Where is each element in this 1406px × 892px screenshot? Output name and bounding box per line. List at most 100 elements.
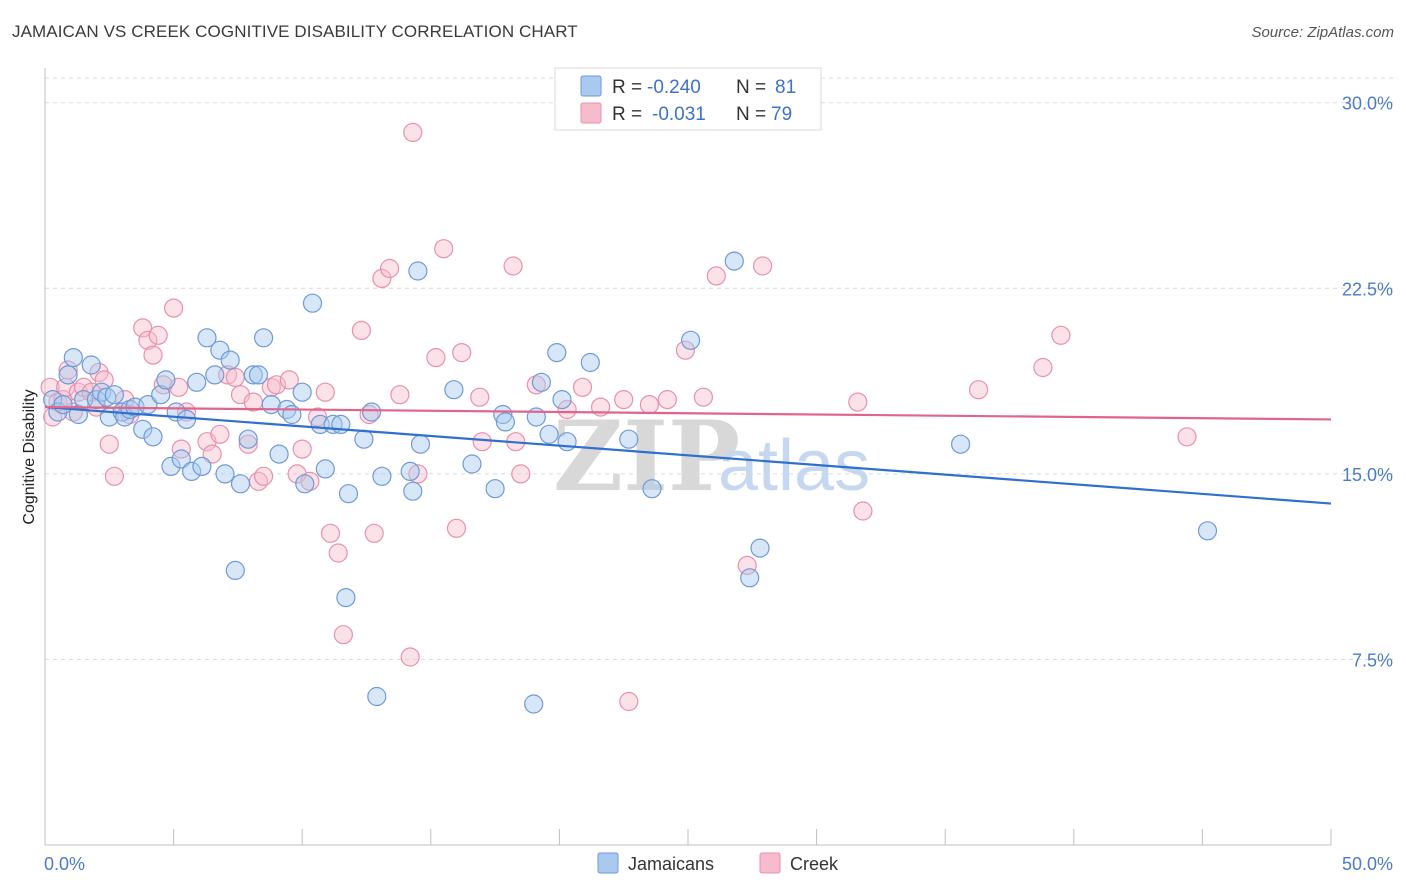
creek-point-40 [292, 439, 312, 459]
y-axis-label: Cognitive Disability [21, 389, 38, 524]
creek-point-27 [202, 444, 222, 464]
jamaicans-point-20 [151, 385, 171, 405]
jamaicans-point-69 [547, 343, 567, 363]
jamaicans-point-54 [362, 402, 382, 422]
jamaicans-point-41 [269, 444, 289, 464]
jamaicans-point-56 [372, 466, 392, 486]
creek-point-65 [572, 377, 593, 397]
creek-point-53 [403, 122, 423, 142]
jamaicans-point-60 [408, 261, 428, 281]
jamaicans-point-12 [104, 385, 125, 405]
creek-point-24 [171, 439, 191, 459]
creek-point-35 [254, 466, 274, 486]
x-tick-label-1: 50.0% [1342, 854, 1393, 874]
trend-lines [44, 405, 1332, 505]
jamaicans-point-48 [315, 459, 335, 479]
jamaicans-point-39 [254, 328, 274, 348]
legend-n-label-2: N = [736, 104, 766, 125]
legend-r-value-1: -0.240 [647, 77, 701, 98]
jamaicans-point-62 [462, 454, 482, 474]
legend-swatch-jamaicans [580, 75, 602, 97]
jamaicans-point-53 [354, 429, 374, 449]
creek-point-38 [279, 370, 299, 390]
jamaicans-point-58 [403, 481, 423, 501]
jamaicans-point-57 [400, 461, 420, 481]
series-label-jamaicans: Jamaicans [628, 854, 714, 874]
creek-point-58 [452, 343, 472, 363]
creek-point-28 [210, 424, 230, 444]
creek-point-69 [639, 395, 660, 415]
creek-point-32 [238, 434, 258, 454]
creek-point-77 [853, 501, 873, 521]
creek-point-80 [1051, 325, 1071, 345]
chart-title: JAMAICAN VS CREEK COGNITIVE DISABILITY C… [12, 22, 578, 41]
jamaicans-point-81 [524, 694, 544, 714]
jamaicans-point-21 [156, 370, 176, 390]
jamaicans-point-19 [143, 427, 163, 447]
jamaicans-point-74 [642, 479, 662, 499]
jamaicans-point-52 [338, 484, 359, 504]
jamaicans-point-63 [485, 479, 505, 499]
creek-point-70 [657, 390, 678, 410]
jamaicans-point-71 [557, 432, 577, 452]
creek-point-83 [320, 523, 341, 543]
jamaicans-point-24 [171, 449, 191, 469]
series-legend: Jamaicans Creek [597, 852, 839, 874]
creek-point-67 [614, 390, 634, 410]
creek-point-63 [526, 375, 546, 395]
creek-point-5 [58, 360, 78, 380]
jamaicans-point-55 [367, 686, 387, 707]
creek-point-52 [400, 647, 420, 667]
creek-point-78 [968, 380, 989, 400]
jamaicans-point-78 [750, 538, 770, 558]
series-label-creek: Creek [790, 854, 839, 874]
creek-point-37 [266, 375, 287, 395]
creek-point-68 [619, 691, 639, 712]
x-tick-label-0: 0.0% [44, 854, 85, 874]
creek-trend-line [44, 405, 1332, 421]
creek-point-73 [706, 266, 726, 286]
jamaicans-point-4 [63, 348, 83, 368]
jamaicans-point-80 [1197, 521, 1218, 541]
creek-point-59 [470, 387, 490, 407]
creek-point-45 [333, 625, 353, 645]
series-swatch-jamaicans [597, 852, 619, 874]
y-tick-labels: 7.5% 15.0% 22.5% 30.0% [1342, 94, 1393, 671]
jamaicans-point-3 [58, 365, 78, 385]
creek-point-50 [380, 258, 400, 279]
jamaicans-point-2 [53, 395, 73, 415]
legend-n-label-1: N = [736, 77, 766, 98]
jamaicans-point-73 [619, 429, 639, 449]
creek-point-61 [503, 256, 523, 276]
jamaicans-point-64 [493, 404, 513, 425]
correlation-legend: R = -0.240 N = 81 R = -0.031 N = 79 [554, 67, 822, 131]
jamaicans-point-33 [220, 350, 240, 370]
creek-point-64 [557, 399, 577, 420]
jamaicans-point-38 [248, 365, 269, 385]
jamaicans-point-30 [205, 365, 225, 385]
jamaicans-point-34 [225, 560, 245, 581]
creek-point-62 [511, 464, 531, 484]
axes [44, 68, 1332, 846]
creek-point-17 [133, 318, 153, 338]
creek-point-30 [225, 367, 245, 387]
jamaicans-point-75 [680, 330, 701, 350]
jamaicans-point-61 [444, 380, 464, 400]
creek-point-44 [328, 543, 348, 563]
jamaicans-point-31 [210, 340, 230, 360]
creek-point-13 [99, 434, 119, 454]
creek-point-18 [138, 330, 158, 350]
jamaicans-point-35 [230, 474, 251, 494]
creek-point-76 [848, 392, 868, 412]
creek-point-0 [40, 377, 60, 397]
jamaicans-point-28 [192, 456, 212, 476]
creek-point-75 [752, 256, 773, 276]
legend-n-value-1: 81 [775, 77, 796, 98]
creek-point-74 [737, 555, 757, 576]
creek-point-14 [104, 466, 125, 486]
creek-point-41 [300, 471, 320, 491]
jamaicans-point-72 [580, 352, 600, 373]
jamaicans-point-22 [161, 456, 181, 476]
legend-r-value-2: -0.031 [652, 104, 706, 125]
